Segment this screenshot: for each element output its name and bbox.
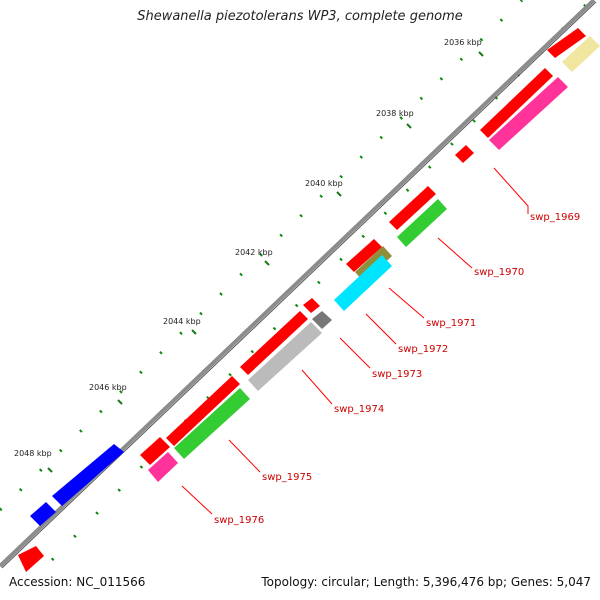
gene-label: swp_1973 [372,369,422,380]
gene-label: swp_1972 [398,344,448,355]
gene-arrow [174,388,250,459]
gene-arrow [140,437,170,465]
summary-text: Topology: circular; Length: 5,396,476 bp… [261,575,591,589]
gene-arrow [562,36,600,72]
gene-label: swp_1976 [214,515,264,526]
gene-arrow [480,68,553,138]
gene-arrow [52,444,124,506]
gene-features [18,28,600,572]
scale-ring [0,0,524,512]
gene-arrow [303,298,320,313]
gene-arrow [18,546,44,572]
kbp-label: 2046 kbp [89,383,127,392]
kbp-label: 2038 kbp [376,109,414,118]
gene-arrow [489,77,568,150]
kbp-label: 2040 kbp [305,179,343,188]
gene-arrow [248,322,322,391]
gene-arrow [455,145,474,163]
inner-ring [50,0,593,562]
gene-label: swp_1975 [262,472,312,483]
accession-text: Accession: NC_011566 [9,575,146,589]
gene-arrow [346,239,382,272]
kbp-label: 2036 kbp [444,38,482,47]
kbp-ticks [47,51,484,473]
label-lines [181,167,529,515]
kbp-label: 2042 kbp [235,248,273,257]
gene-label: swp_1974 [334,404,384,415]
genome-title: Shewanella piezotolerans WP3, complete g… [137,9,463,24]
gene-arrow [312,311,332,329]
gene-arrow [334,255,392,311]
gene-label: swp_1971 [426,318,476,329]
kbp-label: 2044 kbp [163,317,201,326]
gene-arrow [397,199,447,247]
gene-arrow [389,186,436,230]
kbp-label: 2048 kbp [14,449,52,458]
gene-arrow [166,376,240,446]
gene-arrow [547,28,586,58]
gene-arrow [30,502,56,526]
gene-label: swp_1970 [474,267,524,278]
gene-label: swp_1969 [530,212,580,223]
gene-arrow [148,452,178,482]
genome-backbone-edge [1,1,597,569]
gene-arrow [240,311,308,375]
